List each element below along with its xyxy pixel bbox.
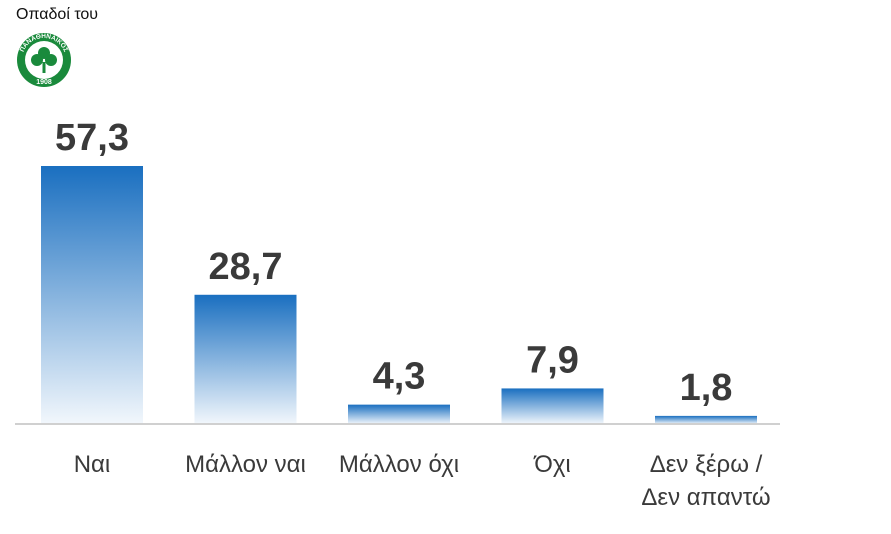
- category-label-line: Όχι: [533, 451, 571, 478]
- logo-year: 1908: [36, 79, 52, 86]
- panathinaikos-logo-icon: ΠΑΝΑΘΗΝΑΙΚΟΣ 1908: [17, 33, 71, 87]
- bar-5: [655, 415, 757, 424]
- category-label-3: Μάλλον όχι: [339, 451, 459, 478]
- value-label-5: 1,8: [680, 367, 733, 409]
- value-label-4: 7,9: [526, 339, 579, 381]
- bar-3: [348, 404, 450, 424]
- category-label-line: Μάλλον ναι: [185, 451, 306, 478]
- category-label-4: Όχι: [533, 451, 571, 478]
- category-label-line: Δεν απαντώ: [641, 484, 770, 511]
- chart-caption: Οπαδοί του: [16, 6, 99, 23]
- category-label-line: Δεν ξέρω /: [650, 451, 763, 478]
- category-label-5: Δεν ξέρω / Δεν απαντώ: [641, 451, 770, 511]
- value-label-3: 4,3: [373, 356, 426, 398]
- bar-1: [41, 166, 143, 424]
- category-label-1: Ναι: [74, 451, 111, 478]
- bar-4: [501, 388, 604, 424]
- category-label-line: Μάλλον όχι: [339, 451, 459, 478]
- value-label-2: 28,7: [209, 246, 283, 288]
- value-label-1: 57,3: [55, 117, 129, 159]
- category-label-line: Ναι: [74, 451, 111, 478]
- category-label-2: Μάλλον ναι: [185, 451, 306, 478]
- bar-2: [194, 294, 297, 424]
